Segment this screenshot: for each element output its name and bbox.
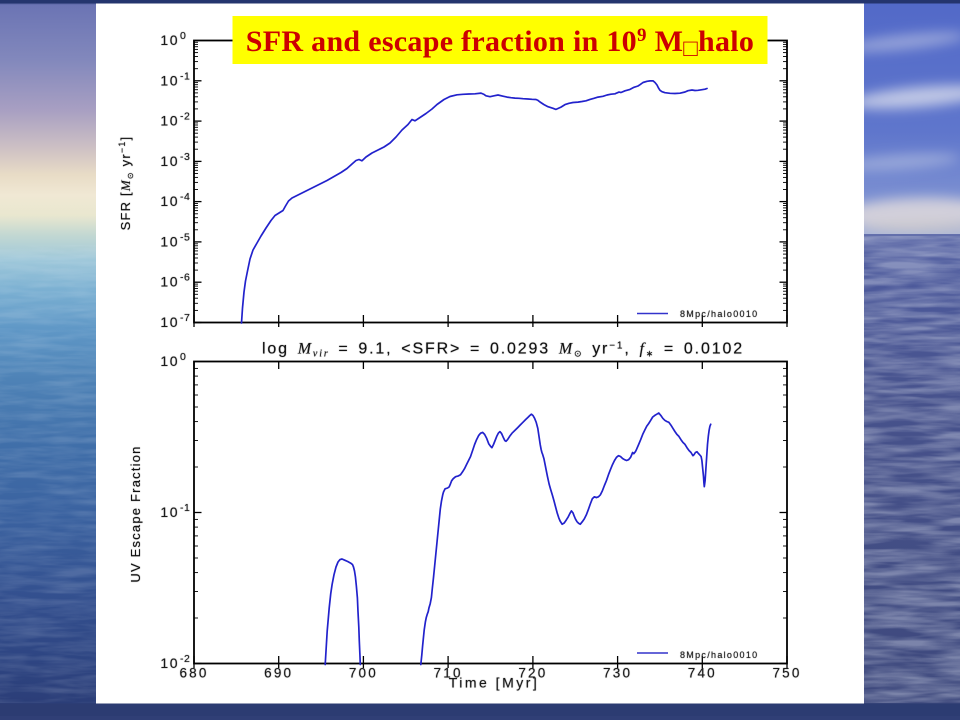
- svg-text:SFR [M⊙ yr−1]: SFR [M⊙ yr−1]: [117, 136, 135, 231]
- svg-text:-2: -2: [180, 653, 190, 665]
- svg-text:10: 10: [160, 314, 179, 330]
- svg-text:10: 10: [160, 113, 179, 129]
- svg-text:10: 10: [160, 274, 179, 290]
- svg-text:700: 700: [349, 666, 378, 681]
- svg-text:680: 680: [179, 666, 208, 681]
- svg-text:-1: -1: [180, 502, 190, 514]
- svg-text:-1: -1: [180, 70, 190, 82]
- svg-text:710: 710: [434, 666, 463, 681]
- svg-text:10: 10: [160, 655, 179, 671]
- svg-text:10: 10: [160, 193, 179, 209]
- svg-text:8Mpc/halo0010: 8Mpc/halo0010: [680, 309, 758, 319]
- svg-text:-4: -4: [180, 191, 190, 203]
- svg-text:10: 10: [160, 72, 179, 88]
- svg-text:UV Escape Fraction: UV Escape Fraction: [128, 445, 143, 582]
- svg-text:740: 740: [688, 666, 717, 681]
- svg-text:0: 0: [180, 351, 186, 363]
- svg-text:Time [Myr]: Time [Myr]: [449, 675, 540, 691]
- svg-text:-7: -7: [180, 312, 190, 324]
- svg-text:-5: -5: [180, 231, 190, 243]
- svg-text:720: 720: [518, 666, 547, 681]
- svg-text:-3: -3: [180, 151, 190, 163]
- svg-text:8Mpc/halo0010: 8Mpc/halo0010: [680, 650, 758, 660]
- svg-text:10: 10: [160, 504, 179, 520]
- svg-text:-6: -6: [180, 272, 190, 284]
- svg-text:10: 10: [160, 233, 179, 249]
- svg-text:10: 10: [160, 153, 179, 169]
- svg-text:0: 0: [180, 30, 186, 42]
- svg-text:10: 10: [160, 32, 179, 48]
- svg-text:log Mvir = 9.1, <SFR> = 0.0293: log Mvir = 9.1, <SFR> = 0.0293 M⊙ yr−1, …: [262, 341, 744, 360]
- svg-text:690: 690: [264, 666, 293, 681]
- svg-text:-2: -2: [180, 111, 190, 123]
- svg-text:730: 730: [603, 666, 632, 681]
- svg-text:750: 750: [772, 666, 801, 681]
- svg-text:SFR and escape fraction in 109: SFR and escape fraction in 109 M□halo: [246, 25, 754, 62]
- svg-text:10: 10: [160, 353, 179, 369]
